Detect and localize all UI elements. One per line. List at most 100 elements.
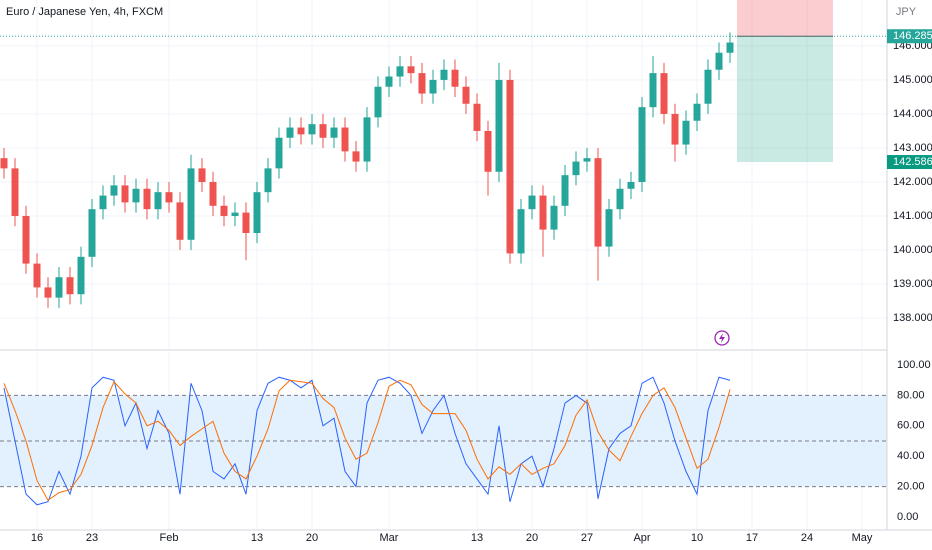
candle-body — [308, 124, 316, 135]
candle-body — [242, 212, 250, 233]
indicator-line — [3, 379, 731, 501]
indicator-tick-label: 40.00 — [897, 450, 925, 462]
candle-body — [440, 69, 448, 80]
candle-body — [671, 113, 679, 145]
plot — [0, 0, 887, 530]
indicator-tick-label: 0.00 — [897, 511, 918, 523]
candle-body — [198, 168, 206, 182]
candle-body — [11, 168, 19, 216]
candle-body — [352, 151, 360, 162]
candle-body — [539, 195, 547, 230]
x-tick-label: 27 — [581, 532, 593, 544]
x-tick-label: 16 — [31, 532, 43, 544]
candle-body — [682, 120, 690, 145]
y-tick-label: 144.000 — [893, 108, 932, 120]
x-tick-label: 20 — [306, 532, 318, 544]
candle-body — [429, 79, 437, 94]
target-price-label: 142.586 — [893, 156, 932, 168]
candle-body — [715, 52, 723, 70]
candle-body — [363, 117, 371, 162]
candle-body — [55, 277, 63, 298]
candle-body — [605, 209, 613, 247]
candle-body — [231, 212, 239, 216]
chart-title: Euro / Japanese Yen, 4h, FXCM — [6, 6, 163, 18]
x-tick-label: 20 — [526, 532, 538, 544]
candle-body — [44, 287, 52, 298]
candle-body — [726, 42, 734, 53]
candle-body — [88, 209, 96, 257]
candle-body — [583, 158, 591, 162]
y-tick-label: 143.000 — [893, 142, 932, 154]
candle-body — [550, 205, 558, 230]
candle-body — [407, 66, 415, 74]
x-tick-label: 13 — [251, 532, 263, 544]
x-tick-label: Feb — [160, 532, 179, 544]
candle-body — [561, 175, 569, 206]
candle-body — [110, 185, 118, 196]
candle-body — [99, 195, 107, 210]
indicator-tick-label: 60.00 — [897, 420, 925, 432]
candle-body — [451, 69, 459, 87]
candle-body — [165, 192, 173, 203]
y-tick-label: 142.000 — [893, 176, 932, 188]
candle-body — [495, 79, 503, 172]
candle-body — [275, 137, 283, 169]
candle-body — [319, 124, 327, 138]
candle-body — [22, 215, 30, 264]
candle-body — [264, 168, 272, 193]
candle-body — [649, 73, 657, 108]
candle-body — [638, 107, 646, 182]
candle-body — [0, 158, 8, 169]
indicator-tick-label: 20.00 — [897, 480, 925, 492]
candle-body — [418, 73, 426, 94]
candle-body — [253, 192, 261, 233]
x-tick-label: 17 — [746, 532, 758, 544]
x-tick-label: 24 — [801, 532, 813, 544]
candle-body — [220, 205, 228, 216]
candle-body — [330, 127, 338, 138]
candle-body — [121, 185, 129, 203]
y-tick-label: 141.000 — [893, 210, 932, 222]
candle-body — [77, 256, 85, 295]
entry-price-box — [887, 29, 932, 44]
candle-body — [693, 103, 701, 121]
target-zone — [737, 36, 833, 163]
y-tick-label: 140.000 — [893, 244, 932, 256]
candle-body — [517, 209, 525, 254]
candle-body — [616, 188, 624, 210]
candle-body — [209, 181, 217, 206]
candle-body — [396, 66, 404, 77]
candle-body — [704, 69, 712, 104]
y-tick-label: 139.000 — [893, 278, 932, 290]
candle-body — [143, 188, 151, 210]
stop-zone — [737, 0, 833, 37]
x-tick-label: Mar — [380, 532, 399, 544]
candle-body — [627, 181, 635, 189]
x-tick-label: Apr — [633, 532, 650, 544]
candle-body — [385, 76, 393, 87]
x-tick-label: 13 — [471, 532, 483, 544]
candle-body — [176, 202, 184, 240]
indicator-line — [3, 376, 731, 506]
candle-body — [484, 130, 492, 172]
candle-body — [594, 158, 602, 247]
candle-body — [341, 127, 349, 152]
target-price-box — [887, 155, 932, 170]
indicator-tick-label: 80.00 — [897, 389, 925, 401]
candle-body — [528, 195, 536, 210]
candle-body — [187, 168, 195, 240]
candle-body — [154, 192, 162, 210]
candle-body — [506, 79, 514, 254]
alert-icon[interactable] — [714, 330, 730, 346]
y-tick-label: 138.000 — [893, 312, 932, 324]
x-tick-label: May — [852, 532, 873, 544]
candle-body — [473, 103, 481, 131]
candle-body — [286, 127, 294, 138]
candle-body — [132, 188, 140, 203]
candle-body — [462, 86, 470, 104]
indicator-tick-label: 100.00 — [897, 359, 931, 371]
x-tick-label: 23 — [86, 532, 98, 544]
candle-body — [66, 277, 74, 295]
